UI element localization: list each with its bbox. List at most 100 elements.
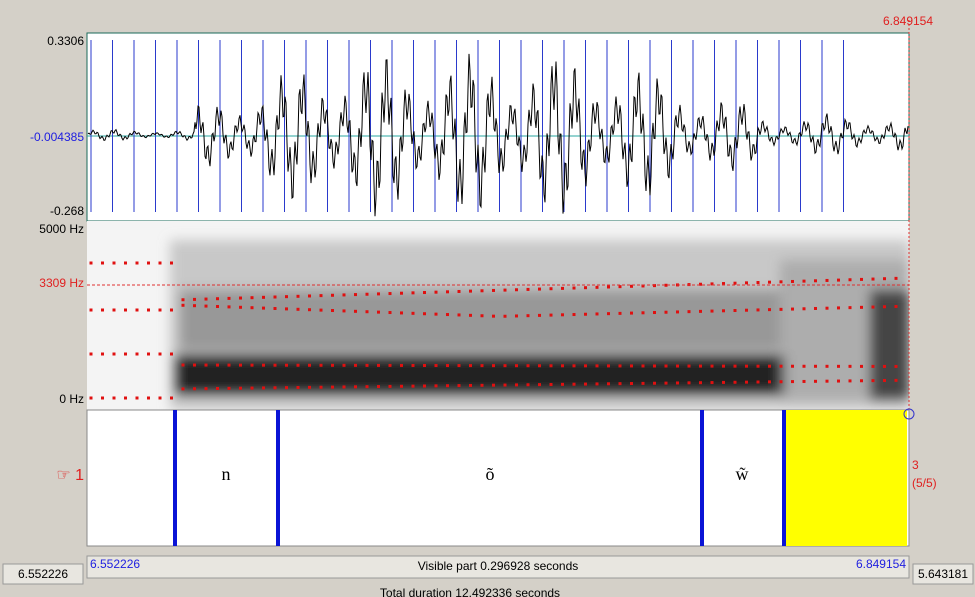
interval-label[interactable]: õ bbox=[486, 464, 495, 484]
interval-label[interactable]: w̃ bbox=[736, 464, 749, 484]
formant-dot bbox=[768, 281, 771, 284]
spec-min: 0 Hz bbox=[59, 392, 84, 406]
formant-dot bbox=[883, 305, 886, 308]
formant-dot bbox=[297, 364, 300, 367]
formant-dot bbox=[389, 311, 392, 314]
formant-dot bbox=[596, 286, 599, 289]
formant-dot bbox=[320, 294, 323, 297]
praat-editor: 0.3306 -0.004385 -0.268 5000 Hz 3309 Hz … bbox=[0, 0, 975, 597]
formant-dot bbox=[883, 277, 886, 280]
formant-dot bbox=[377, 364, 380, 367]
formant-dot bbox=[124, 397, 127, 400]
interval-label[interactable]: n bbox=[222, 464, 231, 484]
formant-dot bbox=[274, 307, 277, 310]
formant-dot bbox=[768, 365, 771, 368]
formant-dot bbox=[389, 385, 392, 388]
tier-label[interactable]: ☞ 1 bbox=[56, 467, 84, 484]
formant-dot bbox=[446, 290, 449, 293]
formant-dot bbox=[849, 379, 852, 382]
formant-dot bbox=[205, 298, 208, 301]
formant-dot bbox=[262, 296, 265, 299]
formant-dot bbox=[182, 304, 185, 307]
formant-dot bbox=[688, 381, 691, 384]
formant-dot bbox=[458, 384, 461, 387]
formant-dot bbox=[216, 297, 219, 300]
formant-dot bbox=[239, 364, 242, 367]
formant-dot bbox=[642, 382, 645, 385]
formant-dot bbox=[826, 279, 829, 282]
formant-dot bbox=[182, 298, 185, 301]
formant-dot bbox=[619, 312, 622, 315]
formant-dot bbox=[400, 311, 403, 314]
formant-dot bbox=[699, 381, 702, 384]
formant-dot bbox=[550, 383, 553, 386]
formant-dot bbox=[262, 364, 265, 367]
formant-dot bbox=[895, 379, 898, 382]
formant-dot bbox=[228, 297, 231, 300]
formant-dot bbox=[331, 309, 334, 312]
formant-dot bbox=[492, 315, 495, 318]
formant-dot bbox=[573, 313, 576, 316]
wave-min: -0.268 bbox=[50, 204, 84, 218]
selected-interval[interactable] bbox=[784, 410, 907, 546]
formant-dot bbox=[458, 364, 461, 367]
formant-dot bbox=[170, 397, 173, 400]
formant-dot bbox=[285, 295, 288, 298]
formant-dot bbox=[354, 385, 357, 388]
formant-dot bbox=[826, 307, 829, 310]
formant-dot bbox=[515, 364, 518, 367]
formant-dot bbox=[113, 353, 116, 356]
formant-dot bbox=[446, 313, 449, 316]
formant-dot bbox=[527, 364, 530, 367]
formant-dot bbox=[435, 364, 438, 367]
formant-dot bbox=[136, 262, 139, 265]
formant-dot bbox=[561, 287, 564, 290]
formant-dot bbox=[343, 364, 346, 367]
formant-dot bbox=[630, 382, 633, 385]
formant-dot bbox=[538, 364, 541, 367]
formant-dot bbox=[895, 277, 898, 280]
formant-dot bbox=[722, 309, 725, 312]
formant-dot bbox=[630, 312, 633, 315]
formant-dot bbox=[446, 364, 449, 367]
formant-dot bbox=[435, 384, 438, 387]
formant-dot bbox=[527, 288, 530, 291]
formant-dot bbox=[193, 304, 196, 307]
formant-dot bbox=[308, 308, 311, 311]
formant-dot bbox=[354, 293, 357, 296]
formant-dot bbox=[124, 262, 127, 265]
formant-dot bbox=[860, 278, 863, 281]
formant-dot bbox=[780, 308, 783, 311]
formant-dot bbox=[285, 307, 288, 310]
formant-dot bbox=[366, 293, 369, 296]
formant-dot bbox=[216, 305, 219, 308]
formant-dot bbox=[665, 311, 668, 314]
formant-dot bbox=[883, 365, 886, 368]
formant-dot bbox=[412, 312, 415, 315]
formant-dot bbox=[573, 364, 576, 367]
formant-dot bbox=[849, 306, 852, 309]
formant-dot bbox=[538, 314, 541, 317]
formant-dot bbox=[251, 296, 254, 299]
formant-dot bbox=[101, 262, 104, 265]
spec-cursor: 3309 Hz bbox=[39, 276, 84, 290]
formant-dot bbox=[596, 312, 599, 315]
formant-dot bbox=[803, 365, 806, 368]
formant-dot bbox=[837, 279, 840, 282]
formant-dot bbox=[699, 310, 702, 313]
formant-dot bbox=[722, 381, 725, 384]
formant-dot bbox=[228, 364, 231, 367]
formant-dot bbox=[136, 397, 139, 400]
formant-dot bbox=[400, 292, 403, 295]
formant-dot bbox=[826, 380, 829, 383]
formant-dot bbox=[113, 397, 116, 400]
formant-dot bbox=[676, 365, 679, 368]
formant-dot bbox=[274, 364, 277, 367]
formant-dot bbox=[400, 364, 403, 367]
formant-dot bbox=[803, 307, 806, 310]
formant-dot bbox=[331, 364, 334, 367]
formant-dot bbox=[561, 383, 564, 386]
formant-dot bbox=[469, 364, 472, 367]
formant-dot bbox=[147, 397, 150, 400]
formant-dot bbox=[389, 364, 392, 367]
